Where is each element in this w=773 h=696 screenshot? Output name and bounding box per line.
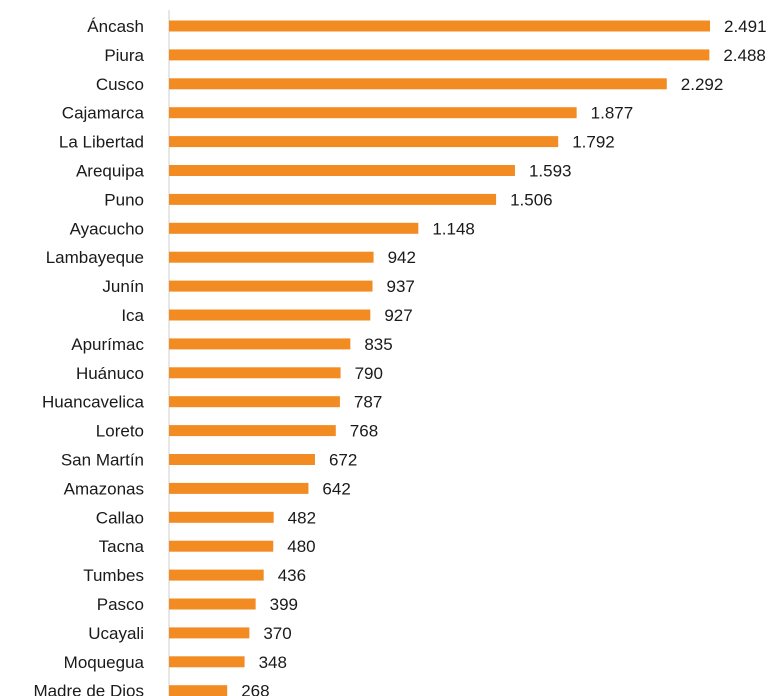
value-label: 787 — [354, 393, 382, 412]
category-label: Loreto — [96, 422, 144, 441]
value-label: 942 — [388, 248, 416, 267]
category-label: Piura — [104, 46, 144, 65]
category-label: Tumbes — [83, 566, 144, 585]
bar — [169, 685, 228, 696]
value-label: 268 — [241, 682, 269, 696]
category-label: Madre de Dios — [33, 682, 144, 696]
value-label: 1.506 — [510, 190, 553, 209]
value-label: 1.148 — [432, 219, 475, 238]
value-label: 480 — [287, 537, 315, 556]
bar — [169, 482, 309, 494]
category-label: Arequipa — [76, 162, 145, 181]
value-label: 2.491 — [724, 17, 767, 36]
bar — [169, 569, 264, 581]
category-label: Pasco — [97, 595, 144, 614]
value-label: 642 — [322, 479, 350, 498]
bar — [169, 107, 577, 119]
value-label: 348 — [259, 653, 287, 672]
bar — [169, 136, 559, 148]
bar — [169, 49, 710, 61]
category-label: Cusco — [96, 75, 144, 94]
value-label: 927 — [384, 306, 412, 325]
category-label: Huánuco — [76, 364, 144, 383]
category-label: Ucayali — [88, 624, 144, 643]
value-label: 790 — [355, 364, 383, 383]
bar — [169, 367, 341, 379]
bar — [169, 309, 371, 321]
bar — [169, 396, 340, 408]
bar — [169, 425, 336, 437]
category-label: Apurímac — [71, 335, 144, 354]
category-label: Áncash — [87, 17, 144, 36]
value-label: 768 — [350, 422, 378, 441]
bar — [169, 598, 256, 610]
category-label: Huancavelica — [42, 393, 145, 412]
value-label: 370 — [263, 624, 291, 643]
bar — [169, 656, 245, 668]
bar — [169, 222, 419, 234]
value-label: 2.488 — [723, 46, 766, 65]
value-label: 937 — [386, 277, 414, 296]
bar — [169, 627, 250, 639]
value-label: 2.292 — [681, 75, 724, 94]
value-label: 835 — [364, 335, 392, 354]
bar — [169, 78, 667, 90]
bar — [169, 454, 315, 465]
value-label: 436 — [278, 566, 306, 585]
category-label: Ica — [121, 306, 144, 325]
value-label: 399 — [270, 595, 298, 614]
category-label: Puno — [104, 190, 144, 209]
category-label: Callao — [96, 508, 144, 527]
bar — [169, 193, 497, 205]
value-label: 1.792 — [572, 133, 615, 152]
bar — [169, 511, 274, 523]
category-label: San Martín — [61, 451, 144, 470]
category-label: Lambayeque — [46, 248, 144, 267]
category-label: Ayacucho — [70, 219, 144, 238]
category-label: Junín — [102, 277, 144, 296]
category-labels-group: Áncash Piura Cusco Cajamarca La Libertad Areq… — [33, 17, 144, 696]
bar — [169, 540, 274, 552]
category-label: Amazonas — [64, 479, 144, 498]
category-label: La Libertad — [59, 133, 144, 152]
bar — [169, 251, 374, 263]
value-label: 1.877 — [591, 104, 634, 123]
bar — [169, 20, 710, 32]
bars-group — [169, 20, 710, 696]
bar — [169, 165, 515, 176]
bar — [169, 280, 373, 292]
category-label: Cajamarca — [62, 104, 145, 123]
bar — [169, 338, 351, 350]
value-label: 482 — [288, 508, 316, 527]
value-label: 672 — [329, 451, 357, 470]
category-label: Tacna — [99, 537, 145, 556]
category-label: Moquegua — [64, 653, 145, 672]
value-label: 1.593 — [529, 162, 572, 181]
